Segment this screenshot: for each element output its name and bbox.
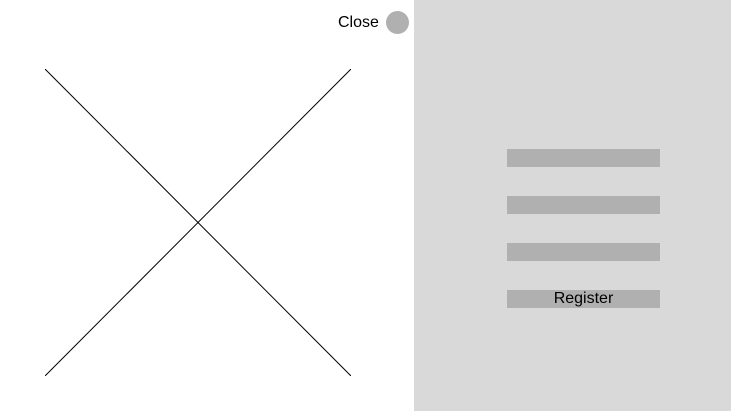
registration-panel: Register [414, 0, 731, 411]
image-placeholder [45, 69, 351, 376]
circle-icon[interactable] [386, 11, 409, 34]
register-field-1[interactable] [507, 149, 660, 167]
cross-icon [45, 69, 351, 376]
close-label: Close [338, 14, 379, 31]
close-button[interactable]: Close [338, 11, 409, 34]
left-pane: Close [45, 11, 409, 376]
register-field-3[interactable] [507, 243, 660, 261]
register-field-2[interactable] [507, 196, 660, 214]
placeholder-diagonal-2 [45, 69, 351, 376]
register-button[interactable]: Register [507, 290, 660, 308]
